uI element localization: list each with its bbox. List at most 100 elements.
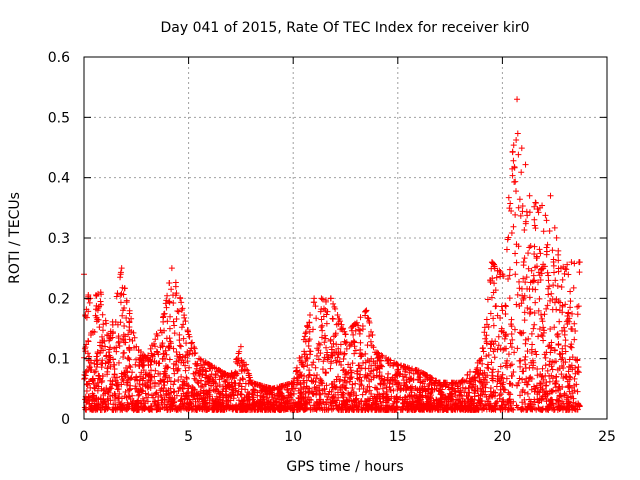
data-point [453, 396, 460, 403]
data-point [366, 319, 373, 326]
data-point [471, 374, 478, 381]
data-point [98, 364, 105, 371]
x-tick-label: 0 [80, 429, 89, 445]
data-point [533, 406, 540, 413]
data-point [540, 228, 547, 235]
data-point-peak [196, 355, 203, 362]
data-point [116, 338, 123, 345]
data-point [567, 394, 574, 401]
data-point [376, 372, 383, 379]
data-point [520, 329, 527, 336]
data-point [510, 223, 517, 230]
data-point [305, 372, 312, 379]
y-tick-label: 0.4 [48, 171, 70, 187]
data-point [284, 403, 291, 410]
data-point [318, 405, 325, 412]
data-point [433, 396, 440, 403]
data-point [493, 274, 500, 281]
data-point [360, 359, 367, 366]
data-point [114, 290, 121, 297]
data-point [277, 383, 284, 390]
data-point [196, 367, 203, 374]
data-point [262, 388, 269, 395]
data-point [98, 333, 105, 340]
data-point [102, 401, 109, 408]
data-point [126, 336, 133, 343]
data-point [364, 342, 371, 349]
data-point [278, 396, 285, 403]
data-point [514, 291, 521, 298]
data-point [521, 317, 528, 324]
data-point [536, 395, 543, 402]
data-point [334, 405, 341, 412]
data-point-peak [576, 259, 583, 266]
data-points [81, 96, 583, 413]
data-point [553, 306, 560, 313]
data-point [173, 316, 180, 323]
data-point [342, 406, 349, 413]
data-point [372, 400, 379, 407]
data-point [545, 291, 552, 298]
data-point [365, 365, 372, 372]
data-point [532, 385, 539, 392]
data-point [130, 397, 137, 404]
data-point [216, 381, 223, 388]
data-point [163, 390, 170, 397]
data-point-peak [499, 271, 506, 278]
data-point [513, 136, 520, 143]
y-tick-label: 0.5 [48, 110, 70, 126]
data-point [116, 342, 123, 349]
data-point [189, 339, 196, 346]
data-point [166, 280, 173, 287]
data-point [462, 385, 469, 392]
data-point [117, 401, 124, 408]
data-point [427, 392, 434, 399]
data-point [533, 351, 540, 358]
data-point [514, 345, 521, 352]
data-point [501, 335, 508, 342]
data-point [152, 379, 159, 386]
data-point [284, 381, 291, 388]
data-point [210, 378, 217, 385]
data-point [136, 356, 143, 363]
data-point [166, 325, 173, 332]
data-point [362, 308, 369, 315]
data-point [384, 405, 391, 412]
data-point [427, 376, 434, 383]
data-point [250, 387, 257, 394]
data-point [484, 397, 491, 404]
data-point [119, 376, 126, 383]
data-point [572, 364, 579, 371]
data-point [521, 255, 528, 262]
data-point [551, 269, 558, 276]
data-point [354, 370, 361, 377]
data-point [564, 378, 571, 385]
data-point [340, 325, 347, 332]
data-point [167, 389, 174, 396]
data-point [531, 277, 538, 284]
data-point [563, 405, 570, 412]
data-point [482, 374, 489, 381]
data-point [252, 406, 259, 413]
data-point [479, 370, 486, 377]
data-point [362, 389, 369, 396]
data-point [199, 371, 206, 378]
data-point [139, 406, 146, 413]
data-point [564, 402, 571, 409]
data-point [184, 358, 191, 365]
data-point [517, 363, 524, 370]
data-point [191, 350, 198, 357]
data-point [527, 309, 534, 316]
data-point [157, 327, 164, 334]
data-point [554, 366, 561, 373]
data-point [391, 395, 398, 402]
data-point [165, 344, 172, 351]
data-point [240, 376, 247, 383]
data-point [568, 344, 575, 351]
data-point [474, 370, 481, 377]
data-point [145, 377, 152, 384]
data-point [117, 274, 124, 281]
data-point [400, 363, 407, 370]
data-point [548, 344, 555, 351]
data-point [175, 406, 182, 413]
